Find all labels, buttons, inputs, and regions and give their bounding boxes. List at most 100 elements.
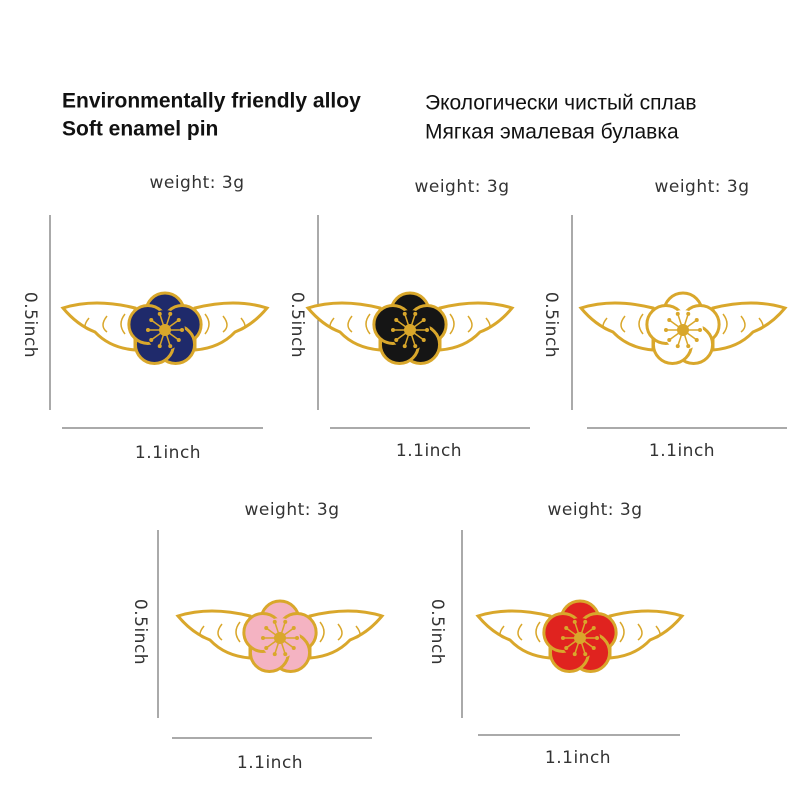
wing-feather — [235, 621, 241, 643]
stamen-tip — [394, 337, 399, 342]
stamen-tip — [291, 626, 296, 631]
stamen-tip — [572, 619, 577, 624]
wing-feather — [337, 623, 343, 641]
wing-feather — [638, 313, 644, 335]
flower-center — [574, 632, 586, 644]
wing-feather — [740, 315, 746, 333]
wing-feather — [758, 317, 764, 331]
stamen-tip — [583, 652, 588, 657]
flower-center — [404, 324, 416, 336]
stamen-tip — [149, 337, 154, 342]
stamen-tip — [595, 636, 599, 640]
stamen-tip — [272, 652, 277, 657]
wing-feather — [517, 623, 523, 641]
weight-label: weight: 3g — [414, 177, 509, 197]
flower-center — [677, 324, 689, 336]
stamen-tip — [583, 619, 588, 624]
stamen-tip — [176, 337, 181, 342]
wing-feather — [655, 625, 661, 639]
enamel-pin — [175, 599, 385, 674]
enamel-pin — [475, 599, 685, 674]
stamen-tip — [283, 652, 288, 657]
stamen-tip — [264, 626, 269, 631]
width-label: 1.1inch — [545, 748, 611, 768]
stamen-tip — [291, 645, 296, 650]
weight-label: weight: 3g — [654, 177, 749, 197]
stamen-tip — [413, 311, 418, 316]
stamen-tip — [421, 318, 426, 323]
stamen-tip — [664, 328, 668, 332]
stamen-tip — [149, 318, 154, 323]
wing-feather — [222, 315, 228, 333]
wing — [475, 609, 552, 660]
stamen-tip — [561, 636, 565, 640]
wing-feather — [347, 315, 353, 333]
title-en-line: Environmentally friendly alloy — [62, 90, 361, 113]
wing-feather — [602, 317, 608, 331]
wing-feather — [499, 625, 505, 639]
wing-feather — [84, 317, 90, 331]
stamen-tip — [402, 344, 407, 349]
stamen-tip — [694, 337, 699, 342]
stamen-tip — [391, 328, 395, 332]
wing-feather — [120, 313, 126, 335]
weight-label: weight: 3g — [149, 173, 244, 193]
wing-feather — [637, 623, 643, 641]
stamen-tip — [264, 645, 269, 650]
stamen-tip — [283, 619, 288, 624]
stamen-tip — [675, 344, 680, 349]
width-label: 1.1inch — [135, 443, 201, 463]
wing — [175, 609, 252, 660]
stamen-tip — [394, 318, 399, 323]
wing-feather — [449, 313, 455, 335]
stamen-tip — [564, 626, 569, 631]
flower-center — [159, 324, 171, 336]
stamen-tip — [168, 344, 173, 349]
title-en-line: Soft enamel pin — [62, 118, 218, 141]
wing — [193, 301, 270, 352]
stamen-tip — [180, 328, 184, 332]
wing-feather — [365, 313, 371, 335]
stamen-tip — [564, 645, 569, 650]
stamen-tip — [686, 344, 691, 349]
enamel-pin — [578, 291, 788, 366]
wing-feather — [619, 621, 625, 643]
flower-center — [274, 632, 286, 644]
width-label: 1.1inch — [237, 753, 303, 773]
stamen-tip — [413, 344, 418, 349]
wing-feather — [535, 621, 541, 643]
enamel-pin — [305, 291, 515, 366]
stamen-tip — [168, 311, 173, 316]
wing — [578, 301, 655, 352]
height-label: 0.5inch — [130, 599, 150, 665]
stamen-tip — [667, 318, 672, 323]
wing — [711, 301, 788, 352]
wing-feather — [620, 315, 626, 333]
wing-feather — [199, 625, 205, 639]
wing-feather — [355, 625, 361, 639]
height-label: 0.5inch — [20, 292, 40, 358]
wing-feather — [329, 317, 335, 331]
stamen-tip — [272, 619, 277, 624]
wing-feather — [204, 313, 210, 335]
width-label: 1.1inch — [396, 441, 462, 461]
stamen-tip — [686, 311, 691, 316]
stamen-tip — [698, 328, 702, 332]
wing-feather — [722, 313, 728, 335]
height-label: 0.5inch — [541, 292, 561, 358]
stamen-tip — [157, 311, 162, 316]
wing-feather — [485, 317, 491, 331]
wing — [438, 301, 515, 352]
wing — [60, 301, 137, 352]
stamen-tip — [425, 328, 429, 332]
weight-label: weight: 3g — [244, 500, 339, 520]
wing-feather — [467, 315, 473, 333]
stamen-tip — [157, 344, 162, 349]
stamen-tip — [176, 318, 181, 323]
stamen-tip — [146, 328, 150, 332]
stamen-tip — [667, 337, 672, 342]
enamel-pin — [60, 291, 270, 366]
width-label: 1.1inch — [649, 441, 715, 461]
wing-feather — [240, 317, 246, 331]
